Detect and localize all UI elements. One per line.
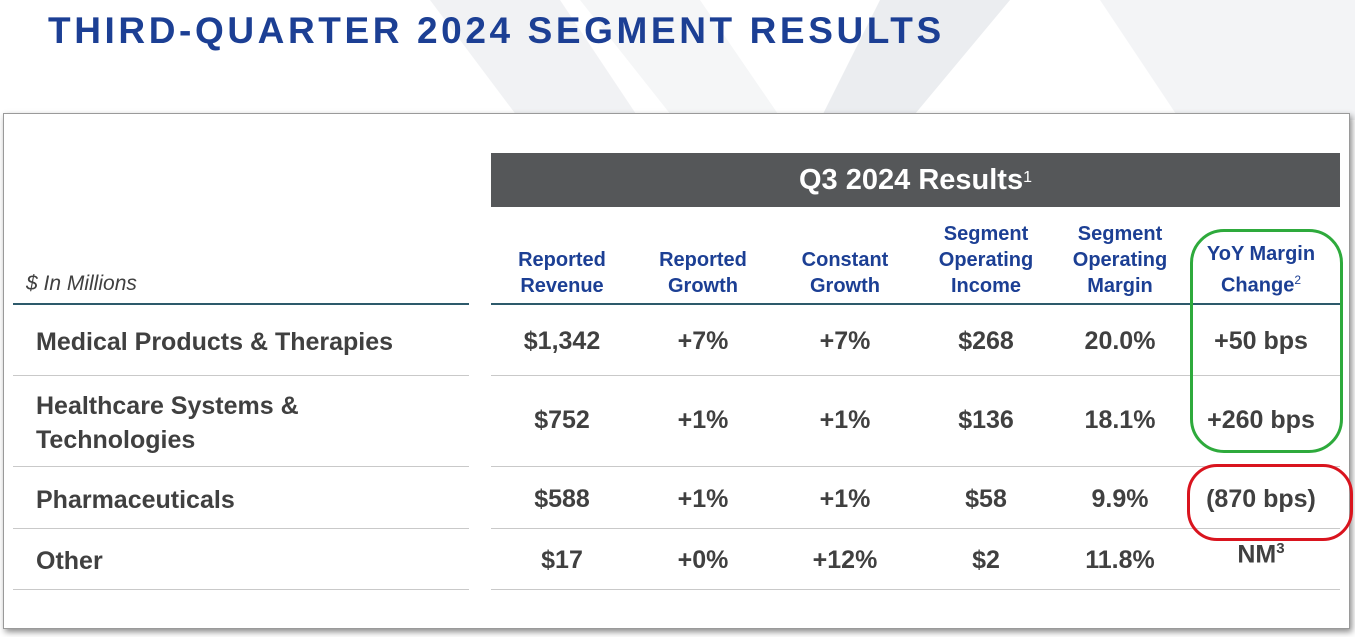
cell-reported-growth: +7% (677, 327, 729, 355)
cell-reported-revenue: $588 (534, 485, 590, 513)
column-header-line: Segment (1077, 223, 1163, 245)
units-label: $ In Millions (26, 272, 137, 295)
cell-constant-growth: +7% (819, 327, 871, 355)
row-label-pharmaceuticals: Pharmaceuticals (36, 486, 235, 514)
cell-segment-operating-income: $2 (972, 546, 1000, 574)
row-divider (13, 375, 469, 376)
cell-segment-operating-income: $268 (958, 327, 1014, 355)
column-header-line: Income (950, 275, 1022, 297)
row-divider (13, 589, 469, 590)
cell-reported-growth: +1% (677, 485, 729, 513)
cell-reported-revenue: $1,342 (523, 327, 601, 355)
green-highlight-ellipse (1190, 229, 1343, 453)
column-header-segment-operating-income: Segment Operating Income (915, 219, 1057, 299)
cell-value: NM (1237, 540, 1277, 569)
column-header-line: Reported (518, 249, 606, 271)
cell-reported-revenue: $752 (534, 406, 590, 434)
row-label-healthcare-systems: Healthcare Systems & Technologies (36, 392, 299, 454)
footnote-marker: 2 (1294, 273, 1302, 288)
row-divider (491, 589, 1340, 590)
header-divider-left (13, 303, 469, 305)
row-label-medical-products: Medical Products & Therapies (36, 328, 394, 356)
column-header-line: Margin (1087, 275, 1153, 297)
column-header-line: Growth (668, 275, 738, 297)
cell-reported-growth: +1% (677, 406, 729, 434)
column-header-line: Segment (943, 223, 1029, 245)
row-divider (13, 466, 469, 467)
column-header-line: Operating (938, 249, 1034, 271)
row-divider (13, 528, 469, 529)
cell-yoy-margin-change: NM3 (1190, 540, 1332, 569)
column-header-reported-revenue: Reported Revenue (491, 219, 633, 299)
cell-yoy-margin-change: (870 bps) (1206, 485, 1316, 513)
column-header-line: Operating (1072, 249, 1168, 271)
footnote-marker: 3 (1276, 540, 1285, 557)
cell-constant-growth: +1% (819, 485, 871, 513)
cell-reported-growth: +0% (677, 546, 729, 574)
column-header-line: Revenue (520, 275, 604, 297)
column-header-segment-operating-margin: Segment Operating Margin (1049, 219, 1191, 299)
cell-segment-operating-income: $58 (965, 485, 1007, 513)
column-header-reported-growth: Reported Growth (632, 219, 774, 299)
row-label-other: Other (36, 547, 103, 575)
column-header-line: Reported (659, 249, 747, 271)
footnote-marker: 1 (1023, 169, 1032, 186)
column-header-yoy-margin-change: YoY Margin Change2 (1190, 219, 1332, 299)
page-title: THIRD-QUARTER 2024 SEGMENT RESULTS (48, 10, 945, 51)
column-header-line: Constant (801, 249, 889, 271)
cell-constant-growth: +12% (812, 546, 878, 574)
q3-results-header-label: Q3 2024 Results (799, 163, 1024, 196)
cell-yoy-margin-change: +50 bps (1214, 327, 1308, 355)
cell-segment-operating-margin: 20.0% (1084, 327, 1156, 355)
row-divider (491, 528, 1340, 529)
cell-reported-revenue: $17 (541, 546, 583, 574)
red-highlight-ellipse (1187, 464, 1353, 541)
column-header-line-with-footnote: Change2 (1190, 267, 1332, 299)
header-divider-right (491, 303, 1340, 305)
column-header-line: YoY Margin (1206, 243, 1316, 266)
q3-results-header: Q3 2024 Results 1 (491, 153, 1340, 207)
column-header-constant-growth: Constant Growth (774, 219, 916, 299)
results-table-panel: Q3 2024 Results 1 $ In Millions Reported … (3, 113, 1353, 629)
cell-segment-operating-income: $136 (958, 406, 1014, 434)
row-divider (491, 466, 1340, 467)
cell-yoy-margin-change: +260 bps (1207, 406, 1315, 434)
cell-segment-operating-margin: 18.1% (1084, 406, 1156, 434)
cell-segment-operating-margin: 9.9% (1091, 485, 1149, 513)
column-header-line: Change (1220, 275, 1295, 297)
column-header-line: Growth (810, 275, 880, 297)
cell-constant-growth: +1% (819, 406, 871, 434)
cell-segment-operating-margin: 11.8% (1085, 546, 1155, 574)
row-divider (491, 375, 1340, 376)
